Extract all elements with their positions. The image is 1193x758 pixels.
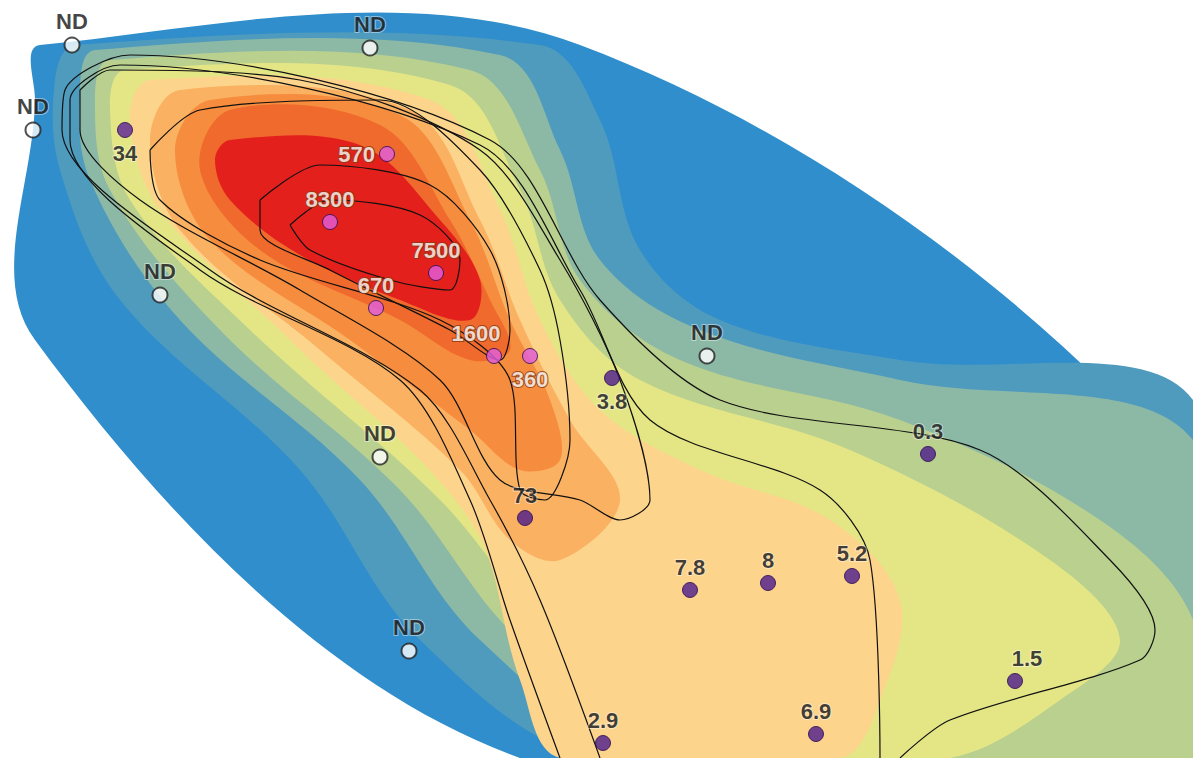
svg-text:ND: ND — [56, 9, 88, 34]
svg-text:360: 360 — [512, 367, 549, 392]
svg-text:0.3: 0.3 — [913, 419, 944, 444]
svg-text:7.8: 7.8 — [675, 555, 706, 580]
svg-text:34: 34 — [113, 141, 138, 166]
svg-text:ND: ND — [364, 421, 396, 446]
svg-text:73: 73 — [513, 483, 537, 508]
svg-text:670: 670 — [358, 273, 395, 298]
svg-text:ND: ND — [393, 615, 425, 640]
svg-text:ND: ND — [17, 94, 49, 119]
svg-text:ND: ND — [354, 12, 386, 37]
svg-text:1600: 1600 — [452, 321, 501, 346]
svg-text:2.9: 2.9 — [588, 708, 619, 733]
svg-text:6.9: 6.9 — [801, 699, 832, 724]
svg-text:ND: ND — [144, 259, 176, 284]
svg-text:3.8: 3.8 — [597, 389, 628, 414]
svg-text:ND: ND — [691, 320, 723, 345]
svg-text:8: 8 — [762, 548, 774, 573]
svg-text:7500: 7500 — [412, 238, 461, 263]
svg-text:570: 570 — [338, 142, 375, 167]
svg-text:1.5: 1.5 — [1012, 646, 1043, 671]
svg-text:8300: 8300 — [306, 187, 355, 212]
svg-text:5.2: 5.2 — [837, 541, 868, 566]
